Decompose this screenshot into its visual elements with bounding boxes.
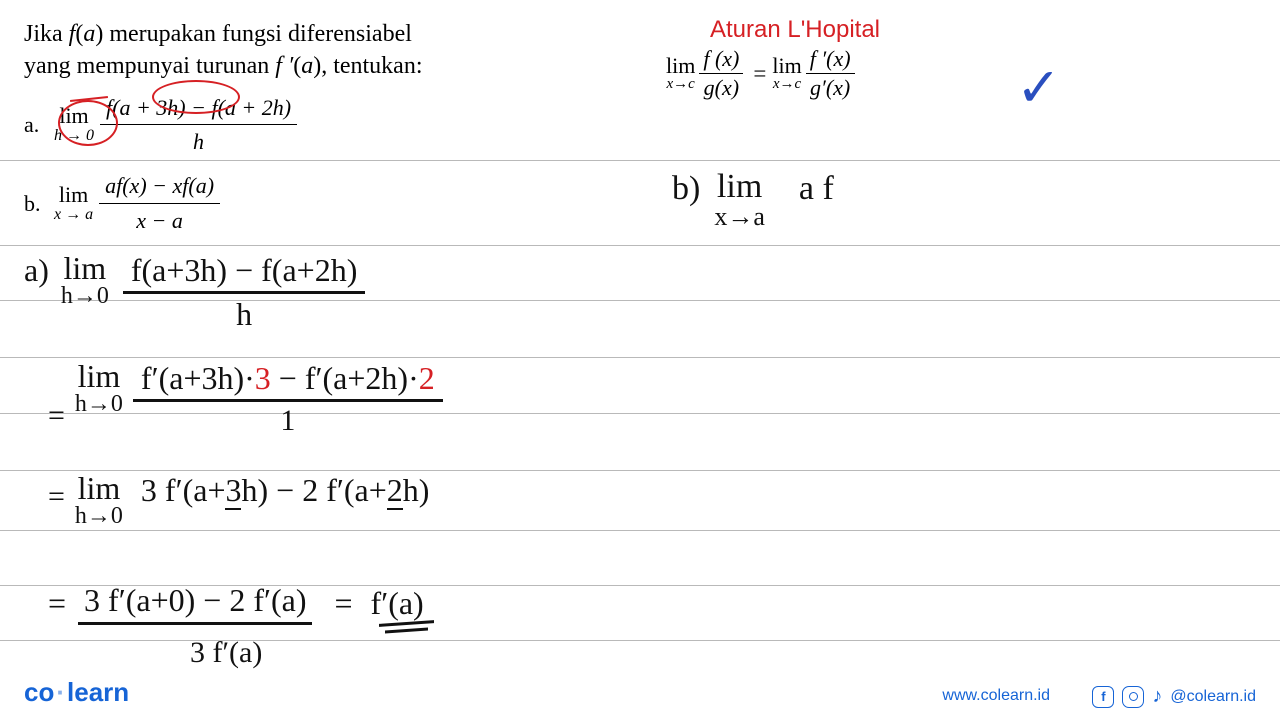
hopital-rule: Aturan L'Hopital lim x→c f (x) g(x) = li… xyxy=(666,16,880,101)
hand-eq1-prefix: . = xyxy=(48,368,65,431)
hand-a-letter: a) xyxy=(24,252,49,289)
hand-eq1-num: f′(a+3h)·3 − f′(a+2h)·2 xyxy=(133,360,443,402)
checkmark-icon: ✓ xyxy=(1016,56,1061,119)
tiktok-icon: ♪ xyxy=(1152,685,1162,708)
limit-b: lim x → a xyxy=(54,184,93,223)
page-root: Jika f(a) merupakan fungsi diferensiabel… xyxy=(0,0,1280,720)
hopital-frac-left: f (x) g(x) xyxy=(699,46,743,101)
subquestion-a: a. lim h → 0 f(a + 3h) − f(a + 2h) h xyxy=(24,93,494,157)
hand-eq2-prefix: = xyxy=(48,480,65,514)
hand-line-eq3: = 3 f′(a+0) − 2 f′(a) = f′(a) xyxy=(48,582,424,625)
footer: co·learn www.colearn.id f ♪ @colearn.id xyxy=(0,680,1280,708)
facebook-icon: f xyxy=(1092,686,1114,708)
hand-b-expr: a f xyxy=(799,170,834,208)
hand-eq3-result: f′(a) xyxy=(371,585,424,622)
footer-handle: @colearn.id xyxy=(1170,688,1256,706)
hand-eq1-lim: lim h→0 xyxy=(75,360,123,416)
hand-a-lim: lim h→0 xyxy=(61,252,109,308)
hand-eq2-expr: 3 f′(a+3h) − 2 f′(a+2h) xyxy=(141,472,429,509)
hopital-title: Aturan L'Hopital xyxy=(710,16,880,44)
hand-line-eq2: = lim h→0 3 f′(a+3h) − 2 f′(a+2h) xyxy=(48,472,429,528)
fraction-b: af(x) − xf(a) x − a xyxy=(99,171,220,235)
limit-a: lim h → 0 xyxy=(54,105,94,144)
problem-statement: Jika f(a) merupakan fungsi diferensiabel… xyxy=(24,18,494,236)
brand-logo: co·learn xyxy=(24,677,129,708)
problem-line2: yang mempunyai turunan f ′(a), tentukan: xyxy=(24,50,494,82)
hand-below-3fprime: 3 f′(a) xyxy=(190,636,262,670)
hopital-eq-sign: = xyxy=(753,61,766,87)
hand-eq3-prefix: = xyxy=(48,585,66,622)
subquestion-b: b. lim x → a af(x) − xf(a) x − a xyxy=(24,171,494,235)
hand-b-letter: b) xyxy=(672,170,700,208)
hand-eq2-lim: lim h→0 xyxy=(75,472,123,528)
hopital-equation: lim x→c f (x) g(x) = lim x→c f ′(x) g′(x… xyxy=(666,46,880,101)
hopital-frac-right: f ′(x) g′(x) xyxy=(806,46,855,101)
hopital-lim-right: lim x→c xyxy=(772,55,801,92)
subq-b-letter: b. xyxy=(24,189,54,219)
hand-eq3-eq2: = xyxy=(334,585,352,622)
subq-a-letter: a. xyxy=(24,110,54,140)
fraction-a: f(a + 3h) − f(a + 2h) h xyxy=(100,93,297,157)
problem-line1: Jika f(a) merupakan fungsi diferensiabel xyxy=(24,18,494,50)
hand-b-lim: lim x→a xyxy=(714,170,765,230)
hand-line-a: a) lim h→0 f(a+3h) − f(a+2h) h xyxy=(24,252,365,333)
hopital-lim-left: lim x→c xyxy=(666,55,695,92)
hand-eq3-part1: 3 f′(a+0) − 2 f′(a) xyxy=(78,582,312,625)
footer-social: f ♪ @colearn.id xyxy=(1092,685,1256,708)
hand-a-frac: f(a+3h) − f(a+2h) h xyxy=(123,252,365,333)
footer-url: www.colearn.id xyxy=(942,687,1050,705)
instagram-icon xyxy=(1122,686,1144,708)
hand-b-right: b) lim x→a a f xyxy=(672,170,834,230)
hand-eq1-frac: f′(a+3h)·3 − f′(a+2h)·2 1 xyxy=(133,360,443,438)
hand-line-eq1: . = lim h→0 f′(a+3h)·3 − f′(a+2h)·2 1 xyxy=(48,360,443,438)
